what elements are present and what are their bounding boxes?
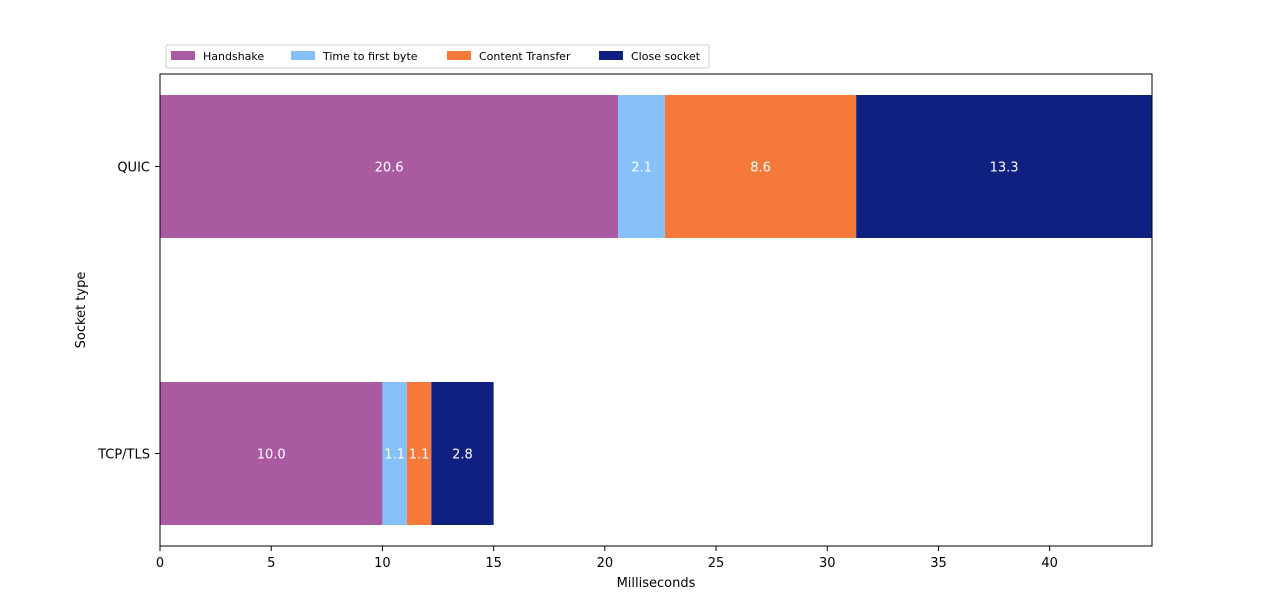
bars (160, 95, 1152, 525)
legend-swatch-time-to-first-byte (291, 51, 315, 60)
legend-swatch-handshake (171, 51, 195, 60)
legend-box (165, 44, 710, 69)
x-tick-label: 10 (374, 556, 391, 571)
x-tick-label: 30 (819, 556, 836, 571)
data-label-tcp-tls-handshake: 10.0 (257, 448, 286, 463)
x-axis-label: Milliseconds (617, 576, 696, 591)
data-label-quic-time-to-first-byte: 2.1 (631, 161, 652, 176)
y-axis-label: Socket type (74, 272, 89, 349)
x-tick-label: 20 (597, 556, 614, 571)
data-label-quic-handshake: 20.6 (375, 161, 404, 176)
legend-label-content-transfer: Content Transfer (479, 50, 571, 63)
x-tick-label: 5 (267, 556, 275, 571)
y-tick-label-tcp-tls: TCP/TLS (97, 448, 150, 463)
y-axis: QUIC TCP/TLS (97, 161, 160, 463)
legend: Handshake Time to first byte Content Trans… (165, 44, 710, 69)
bar-quic-close-socket (856, 95, 1152, 238)
data-label-quic-content-transfer: 8.6 (750, 161, 771, 176)
x-axis: 0 5 10 15 20 25 30 35 40 (156, 546, 1058, 571)
plot-frame (159, 73, 1153, 547)
y-tick-label-quic: QUIC (117, 161, 150, 176)
data-label-quic-close-socket: 13.3 (990, 161, 1019, 176)
bar-quic-content-transfer (664, 95, 857, 238)
bar-quic-time-to-first-byte (618, 95, 665, 238)
x-tick-label: 25 (708, 556, 725, 571)
bar-quic-handshake (160, 95, 619, 238)
x-tick-label: 0 (156, 556, 164, 571)
data-label-tcp-tls-time-to-first-byte: 1.1 (384, 448, 405, 463)
bar-tcp-tls-time-to-first-byte (382, 382, 407, 525)
bar-tcp-tls-close-socket (431, 382, 494, 525)
legend-label-close-socket: Close socket (631, 50, 701, 63)
legend-swatch-content-transfer (447, 51, 471, 60)
data-label-tcp-tls-close-socket: 2.8 (452, 448, 473, 463)
legend-label-time-to-first-byte: Time to first byte (322, 50, 418, 63)
x-tick-label: 35 (930, 556, 947, 571)
bar-tcp-tls-handshake (160, 382, 383, 525)
data-label-tcp-tls-content-transfer: 1.1 (409, 448, 430, 463)
data-labels: 20.6 2.1 8.6 13.3 10.0 1.1 1.1 2.8 (257, 161, 1019, 463)
bar-tcp-tls-content-transfer (406, 382, 432, 525)
legend-swatch-close-socket (599, 51, 623, 60)
x-tick-label: 40 (1041, 556, 1058, 571)
legend-label-handshake: Handshake (203, 50, 264, 63)
x-tick-label: 15 (485, 556, 502, 571)
